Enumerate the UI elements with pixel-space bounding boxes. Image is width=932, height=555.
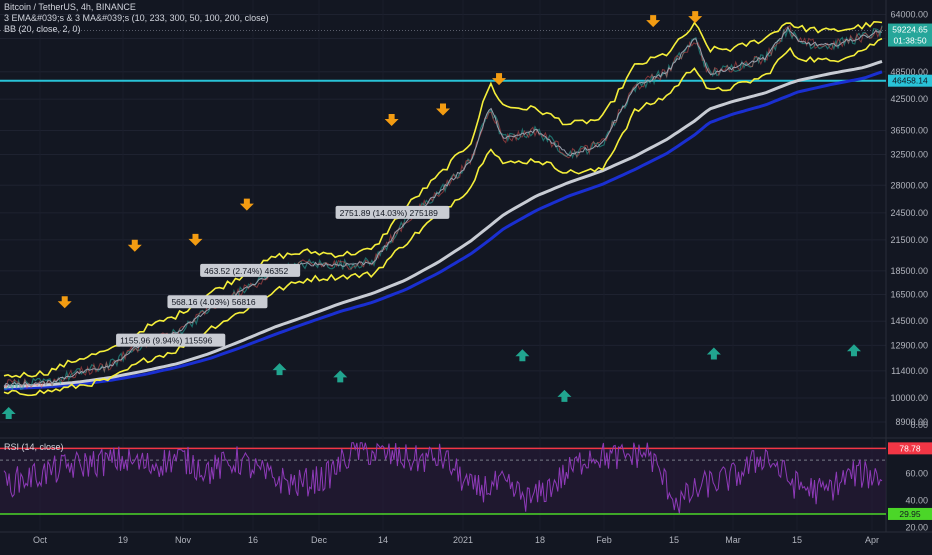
rsi-lower-badge-box: [888, 507, 932, 520]
buy-arrow-icon: [272, 363, 287, 376]
last-price-badge: 59224.65: [892, 25, 928, 35]
buy-arrow-icon: [515, 349, 530, 362]
x-axis-tick-label: 16: [248, 535, 258, 545]
sell-arrow-icon: [239, 198, 254, 211]
measure-label-box: [116, 333, 226, 347]
last-price-badge-box: [888, 23, 932, 47]
rsi-indicator-label: RSI (14, close): [4, 442, 64, 452]
rsi-axis-tick-label: 20.00: [905, 522, 928, 532]
sell-arrow-icon: [127, 239, 142, 252]
y-axis-tick-label: 21500.00: [890, 235, 928, 245]
measure-label: 568.16 (4.03%) 56816: [171, 297, 255, 307]
y-axis-tick-label: 16500.00: [890, 290, 928, 300]
measure-label-box: [167, 295, 268, 309]
sell-arrow-icon: [492, 73, 507, 86]
sell-arrow-icon: [57, 296, 72, 309]
buy-arrow-icon: [706, 347, 721, 360]
measure-label: 2751.89 (14.03%) 275189: [340, 208, 439, 218]
y-axis-tick-label: 36500.00: [890, 126, 928, 136]
y-axis-tick-label: 32500.00: [890, 150, 928, 160]
x-axis-tick-label: Dec: [311, 535, 328, 545]
sell-arrow-icon: [646, 15, 661, 28]
measure-label: 1155.96 (9.94%) 115596: [120, 336, 213, 346]
sell-arrow-icon: [688, 11, 703, 24]
measure-label-box: [200, 263, 301, 277]
buy-arrow-icon: [1, 406, 16, 419]
y-axis-tick-label: 11400.00: [891, 366, 928, 376]
bar-countdown-badge: 01:38:50: [893, 36, 926, 46]
bollinger-upper-line: [3, 20, 883, 379]
x-axis-tick-label: 15: [792, 535, 802, 545]
symbol-title: Bitcoin / TetherUS, 4h, BINANCE: [4, 2, 136, 12]
rsi-lower-badge: 29.95: [899, 509, 921, 519]
horizontal-level-badge: 46458.14: [892, 76, 928, 86]
horizontal-level-badge-box: [888, 74, 932, 87]
y-axis-tick-label: 0.00: [910, 420, 928, 430]
sell-arrow-icon: [188, 233, 203, 246]
y-axis-tick-label: 14500.00: [890, 316, 928, 326]
ma-indicator-label: 3 EMA&#039;s & 3 MA&#039;s (10, 233, 300…: [4, 13, 269, 23]
x-axis-tick-label: Oct: [33, 535, 48, 545]
ma-blue-line: [3, 70, 883, 391]
x-axis-tick-label: 14: [378, 535, 388, 545]
y-axis-tick-label: 18500.00: [890, 266, 928, 276]
x-axis-tick-label: Apr: [865, 535, 879, 545]
x-axis-tick-label: 18: [535, 535, 545, 545]
x-axis-tick-label: Nov: [175, 535, 192, 545]
y-axis-tick-label: 24500.00: [890, 208, 928, 218]
y-axis-tick-label: 48500.00: [890, 67, 928, 77]
x-axis-tick-label: 15: [669, 535, 679, 545]
x-axis-tick-label: Feb: [596, 535, 612, 545]
buy-arrow-icon: [557, 389, 572, 402]
sell-arrow-icon: [384, 114, 399, 127]
buy-arrow-icon: [846, 344, 861, 357]
measure-label-box: [335, 205, 450, 219]
rsi-axis-tick-label: 60.00: [905, 469, 928, 479]
sell-arrow-icon: [436, 103, 450, 116]
rsi-line: [3, 442, 883, 514]
y-axis-tick-label: 10000.00: [890, 393, 928, 403]
x-axis-tick-label: Mar: [725, 535, 741, 545]
y-axis-tick-label: 12900.00: [890, 340, 928, 350]
measure-label: 463.52 (2.74%) 46352: [204, 266, 288, 276]
rsi-axis-tick-label: 40.00: [905, 495, 928, 505]
y-axis-tick-label: 8900.00: [895, 417, 928, 427]
y-axis-tick-label: 28000.00: [890, 180, 928, 190]
rsi-upper-badge-box: [888, 442, 932, 455]
ma-slow-line: [3, 59, 883, 389]
x-axis-tick-label: 19: [118, 535, 128, 545]
x-axis-tick-label: 2021: [453, 535, 473, 545]
buy-arrow-icon: [333, 370, 348, 383]
y-axis-tick-label: 42500.00: [890, 94, 928, 104]
bb-indicator-label: BB (20, close, 2, 0): [4, 24, 81, 34]
rsi-upper-badge: 78.78: [899, 443, 921, 453]
rsi-band: [0, 448, 886, 514]
y-axis-tick-label: 64000.00: [890, 10, 928, 20]
